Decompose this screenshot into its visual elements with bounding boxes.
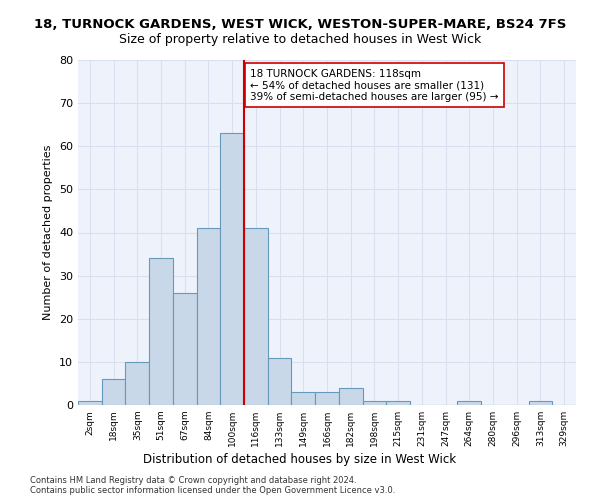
Bar (173, 293, 197, 405)
Bar (125, 362, 149, 405)
Text: 18 TURNOCK GARDENS: 118sqm
← 54% of detached houses are smaller (131)
39% of sem: 18 TURNOCK GARDENS: 118sqm ← 54% of deta… (250, 68, 499, 102)
Y-axis label: Number of detached properties: Number of detached properties (43, 145, 53, 320)
Text: Size of property relative to detached houses in West Wick: Size of property relative to detached ho… (119, 32, 481, 46)
Bar (362, 400, 386, 405)
Bar (315, 392, 339, 405)
Bar (457, 400, 481, 405)
Text: 18, TURNOCK GARDENS, WEST WICK, WESTON-SUPER-MARE, BS24 7FS: 18, TURNOCK GARDENS, WEST WICK, WESTON-S… (34, 18, 566, 30)
Bar (220, 134, 244, 405)
Bar (197, 228, 220, 405)
Bar (149, 258, 173, 405)
Bar (339, 388, 362, 405)
Bar (292, 392, 315, 405)
Bar (244, 228, 268, 405)
Text: Contains HM Land Registry data © Crown copyright and database right 2024.: Contains HM Land Registry data © Crown c… (30, 476, 356, 485)
Bar (102, 379, 125, 405)
Bar (78, 400, 102, 405)
Bar (529, 400, 552, 405)
Bar (268, 358, 292, 405)
Text: Contains public sector information licensed under the Open Government Licence v3: Contains public sector information licen… (30, 486, 395, 495)
Bar (386, 400, 410, 405)
Text: Distribution of detached houses by size in West Wick: Distribution of detached houses by size … (143, 452, 457, 466)
